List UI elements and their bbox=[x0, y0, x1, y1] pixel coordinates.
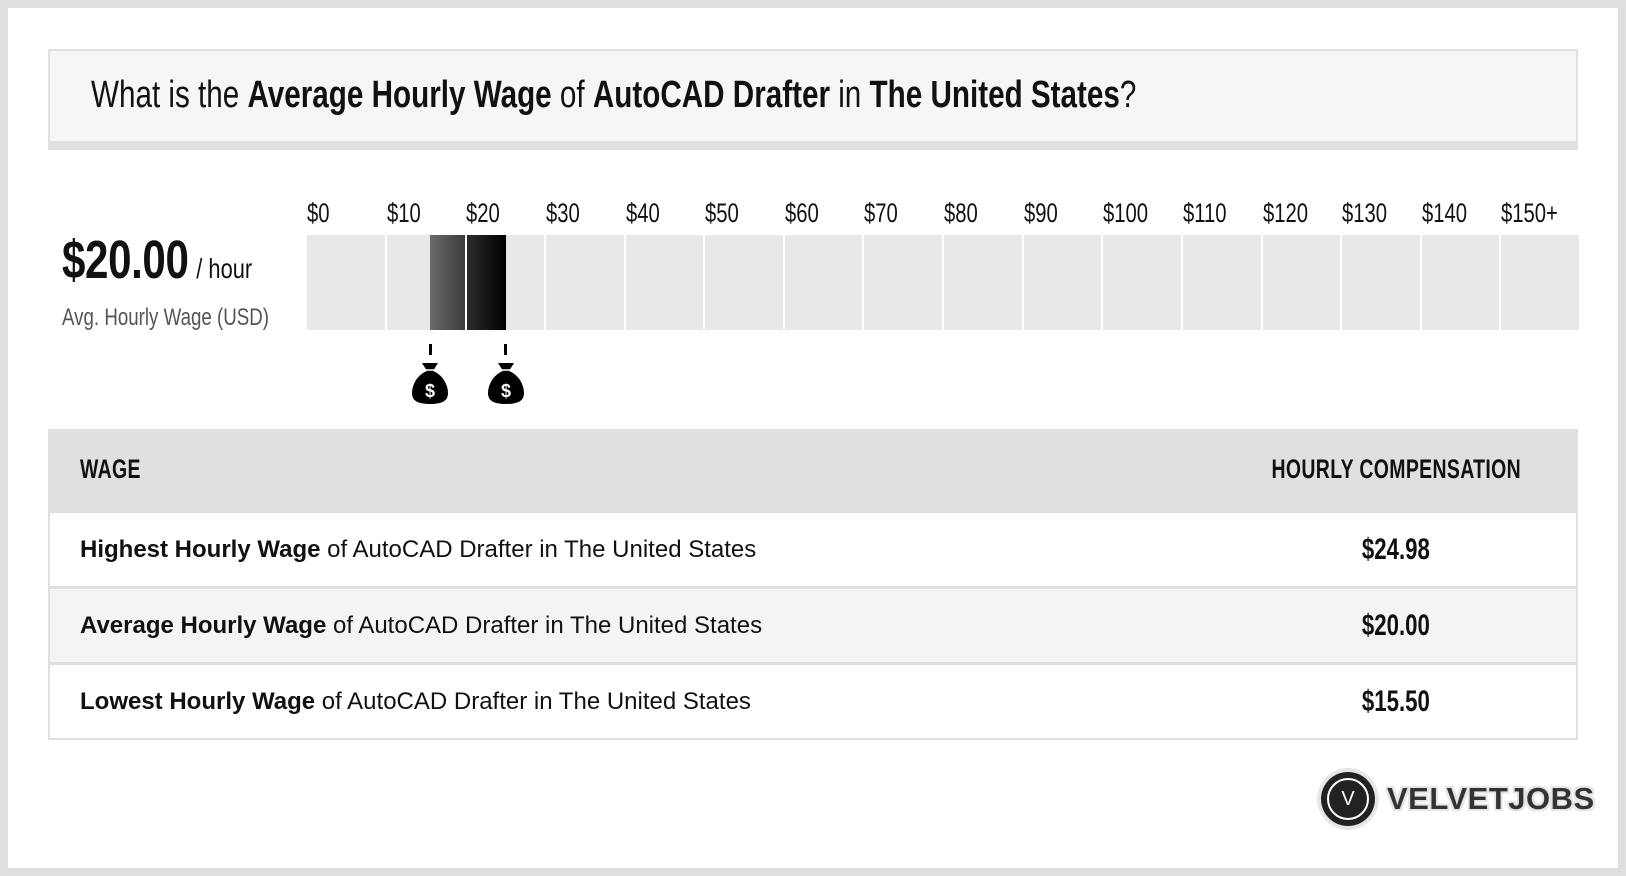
wage-bar-track bbox=[307, 235, 1579, 330]
wage-bin-segment bbox=[784, 235, 863, 330]
x-axis-tick-label: $60 bbox=[784, 198, 819, 228]
row-label: Average Hourly Wage of AutoCAD Drafter i… bbox=[50, 612, 1216, 640]
row-label: Lowest Hourly Wage of AutoCAD Drafter in… bbox=[50, 688, 1216, 716]
wage-bin-segment bbox=[1182, 235, 1261, 330]
logo-ring: V bbox=[1327, 778, 1369, 820]
x-axis-tick-label: $150+ bbox=[1501, 198, 1559, 228]
marker-tick bbox=[428, 344, 432, 355]
title-box: What is the Average Hourly Wage of AutoC… bbox=[48, 49, 1578, 150]
wage-bin-segment bbox=[1023, 235, 1102, 330]
wage-bin-segment bbox=[705, 235, 783, 330]
wage-bin-segment bbox=[545, 235, 624, 330]
row-label-bold: Average Hourly Wage bbox=[80, 611, 327, 639]
x-axis-tick-label: $0 bbox=[307, 198, 330, 228]
marker-lowest: $ bbox=[410, 344, 450, 405]
logo-mark-icon: V bbox=[1321, 772, 1375, 826]
x-axis-tick-label: $110 bbox=[1182, 198, 1227, 228]
x-axis-tick-label: $130 bbox=[1342, 198, 1388, 228]
logo-text: VELVETJOBS bbox=[1387, 781, 1595, 816]
x-axis-tick-label: $30 bbox=[545, 198, 580, 228]
velvetjobs-logo: V VELVETJOBS bbox=[1321, 772, 1595, 826]
average-wage-value: $20.00 bbox=[62, 230, 189, 290]
x-axis-tick-label: $80 bbox=[944, 198, 978, 228]
x-axis-tick-label: $20 bbox=[466, 198, 501, 228]
range-average-to-high bbox=[466, 235, 506, 330]
x-axis-tick-labels: $0 $10 $20 $30 $40 $50 $60 $70 $80 $90 $100 $110 $12… bbox=[307, 196, 1579, 230]
money-bag-icon: $ bbox=[487, 363, 524, 404]
row-label: Highest Hourly Wage of AutoCAD Drafter i… bbox=[50, 536, 1216, 564]
column-header-hourly-compensation: HOURLY COMPENSATION bbox=[1271, 454, 1521, 484]
title-prefix: What is the bbox=[91, 74, 248, 116]
table-header: WAGE HOURLY COMPENSATION bbox=[50, 429, 1576, 510]
average-divider bbox=[465, 235, 468, 330]
x-axis-tick-label: $120 bbox=[1262, 198, 1308, 228]
table-row: Highest Hourly Wage of AutoCAD Drafter i… bbox=[50, 510, 1576, 586]
wage-range-chart: $0 $10 $20 $30 $40 $50 $60 $70 $80 $90 $100 $110 $12… bbox=[307, 188, 1579, 418]
wage-bin-segment bbox=[1103, 235, 1181, 330]
x-axis-tick-label: $100 bbox=[1103, 198, 1149, 228]
marker-tick bbox=[504, 344, 508, 355]
title-in: in bbox=[829, 74, 870, 116]
svg-text:$: $ bbox=[501, 381, 511, 401]
wage-bin-segment bbox=[944, 235, 1022, 330]
wage-bin-segment bbox=[625, 235, 704, 330]
marker-highest: $ bbox=[486, 344, 526, 405]
x-axis-tick-label: $140 bbox=[1421, 198, 1467, 228]
infographic-frame: What is the Average Hourly Wage of AutoC… bbox=[8, 8, 1618, 868]
x-axis-tick-label: $90 bbox=[1023, 198, 1058, 228]
row-label-bold: Lowest Hourly Wage bbox=[80, 687, 316, 715]
title-job: AutoCAD Drafter bbox=[592, 74, 830, 116]
average-wage-label: Avg. Hourly Wage (USD) bbox=[62, 304, 270, 331]
range-low-to-average bbox=[430, 235, 467, 330]
title-location: The United States bbox=[869, 74, 1120, 116]
wage-bin-segment bbox=[1501, 235, 1579, 330]
x-axis-tick-label: $50 bbox=[705, 198, 739, 228]
wage-bin-segment bbox=[1342, 235, 1420, 330]
wage-bin-segment bbox=[307, 235, 385, 330]
table-row: Lowest Hourly Wage of AutoCAD Drafter in… bbox=[50, 662, 1576, 738]
x-axis-tick-label: $40 bbox=[625, 198, 660, 228]
per-hour-unit: / hour bbox=[196, 253, 253, 284]
svg-text:$: $ bbox=[425, 381, 435, 401]
wage-bin-segment bbox=[864, 235, 942, 330]
row-value: $24.98 bbox=[1362, 532, 1430, 566]
wage-table: WAGE HOURLY COMPENSATION Highest Hourly … bbox=[48, 429, 1578, 740]
table-row: Average Hourly Wage of AutoCAD Drafter i… bbox=[50, 586, 1576, 662]
average-wage-row: $20.00/ hour bbox=[62, 230, 269, 290]
title-metric: Average Hourly Wage bbox=[247, 74, 552, 116]
row-label-rest: of AutoCAD Drafter in The United States bbox=[315, 687, 751, 715]
wage-bin-segment bbox=[1262, 235, 1341, 330]
money-bag-icon: $ bbox=[412, 363, 449, 404]
row-label-rest: of AutoCAD Drafter in The United States bbox=[326, 611, 763, 639]
title-of: of bbox=[551, 74, 593, 116]
row-label-bold: Highest Hourly Wage bbox=[80, 535, 321, 563]
page-title: What is the Average Hourly Wage of AutoC… bbox=[91, 71, 1136, 119]
x-axis-tick-label: $10 bbox=[386, 198, 421, 228]
wage-bin-segment bbox=[1421, 235, 1500, 330]
row-label-rest: of AutoCAD Drafter in The United States bbox=[320, 535, 757, 563]
column-header-wage: WAGE bbox=[80, 454, 141, 484]
wage-summary: $20.00/ hour Avg. Hourly Wage (USD) bbox=[62, 230, 327, 332]
title-suffix: ? bbox=[1119, 74, 1137, 116]
row-value: $15.50 bbox=[1362, 684, 1430, 718]
x-axis-tick-label: $70 bbox=[864, 198, 899, 228]
row-value: $20.00 bbox=[1362, 608, 1430, 642]
